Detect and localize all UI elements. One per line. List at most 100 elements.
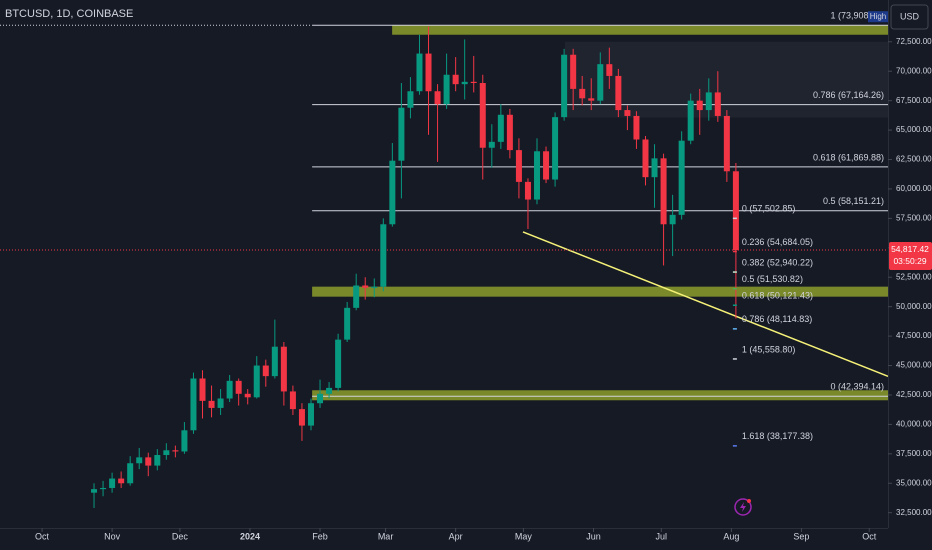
y-tick-label: 65,000.00: [896, 125, 932, 134]
x-tick-label: Mar: [378, 531, 394, 541]
candle-body: [362, 285, 369, 288]
candle-body: [271, 346, 278, 377]
x-tick-label: Apr: [449, 531, 463, 541]
event-dot[interactable]: [747, 499, 751, 503]
fib-level-label: 0.5 (51,530.82): [742, 274, 803, 284]
candle-body: [235, 380, 242, 394]
y-tick-label: 40,000.00: [896, 420, 932, 429]
candle-body: [534, 151, 541, 200]
y-tick-label: 42,500.00: [896, 390, 932, 399]
candle-body: [389, 160, 396, 225]
countdown: 03:50:29: [893, 256, 926, 266]
candle-body: [244, 393, 251, 398]
y-tick-label: 72,500.00: [896, 37, 932, 46]
candle-body: [307, 403, 314, 426]
candle-body: [506, 114, 513, 151]
candle-body: [561, 54, 568, 118]
candle-body: [100, 487, 107, 490]
last-price-box: [889, 241, 932, 270]
candle-body: [470, 81, 477, 83]
candle-body: [678, 140, 685, 215]
candle-body: [371, 286, 378, 288]
candle-body: [479, 82, 486, 148]
trendline: [522, 231, 889, 378]
candle-body: [461, 81, 468, 85]
y-tick-label: 37,500.00: [896, 449, 932, 458]
y-tick-label: 67,500.00: [896, 96, 932, 105]
fib-level-label: 0.236 (54,684.05): [742, 237, 813, 247]
candle-body: [425, 53, 432, 92]
candle-body: [705, 92, 712, 111]
x-tick-label: Dec: [172, 531, 189, 541]
candle-body: [606, 64, 613, 76]
candle-body: [696, 100, 703, 111]
candle-body: [434, 91, 441, 105]
candle-body: [127, 463, 134, 484]
candle-body: [660, 158, 667, 225]
candle-body: [416, 53, 423, 92]
candle-body: [443, 74, 450, 105]
candle-body: [118, 478, 125, 484]
candle-body: [642, 139, 649, 178]
candle-body: [615, 75, 622, 111]
candle-body: [687, 100, 694, 141]
fib-level-label: 0.618 (50,121.43): [742, 291, 813, 301]
x-tick-label: Oct: [35, 531, 50, 541]
candle-body: [651, 158, 658, 178]
y-tick-label: 52,500.00: [896, 272, 932, 281]
currency-box[interactable]: [890, 4, 929, 30]
candle-body: [452, 74, 459, 85]
candle-body: [163, 450, 170, 456]
candle-body: [524, 181, 531, 200]
fib-level-label: 0 (42,394.14): [830, 382, 884, 392]
event-bolt[interactable]: [740, 502, 746, 512]
candle-body: [344, 307, 351, 340]
candle-body: [633, 115, 640, 140]
x-tick-label: Jun: [586, 531, 601, 541]
candle-body: [335, 339, 342, 388]
event-icon[interactable]: [734, 498, 752, 516]
currency[interactable]: USD: [900, 11, 920, 21]
y-tick-label: 62,500.00: [896, 155, 932, 164]
candle-body: [253, 365, 260, 398]
fib-level-label: 1.618 (38,177.38): [742, 431, 813, 441]
x-tick-label: Aug: [723, 531, 739, 541]
candle-body: [597, 64, 604, 101]
y-tick-label: 70,000.00: [896, 66, 932, 75]
x-tick-label: Oct: [862, 531, 877, 541]
candle-body: [588, 98, 595, 101]
candle-body: [488, 141, 495, 148]
y-tick-label: 47,500.00: [896, 331, 932, 340]
candle-body: [353, 285, 360, 308]
candle-body: [515, 150, 522, 182]
fib-level-label: 0.618 (61,869.88): [813, 152, 884, 162]
symbol-title: BTCUSD, 1D, COINBASE: [5, 8, 133, 20]
candle-body: [172, 450, 179, 452]
candle-body: [326, 387, 333, 394]
candle-body: [298, 409, 305, 426]
candle-body: [398, 107, 405, 161]
high-tag-box: [868, 11, 888, 23]
x-tick-label: Jul: [656, 531, 668, 541]
x-tick-label: 2024: [240, 531, 260, 541]
candle-body: [181, 430, 188, 452]
candle-body: [579, 88, 586, 99]
x-tick-label: Nov: [104, 531, 121, 541]
candle-body: [217, 398, 224, 408]
fib-level-label: 0.382 (52,940.22): [742, 257, 813, 267]
high-tag: High: [870, 12, 886, 21]
y-tick-label: 60,000.00: [896, 184, 932, 193]
x-tick-label: May: [515, 531, 533, 541]
x-tick-label: Sep: [793, 531, 809, 541]
y-tick-label: 57,500.00: [896, 213, 932, 222]
candle-body: [154, 455, 161, 466]
fib-level-label: 0.786 (67,164.26): [813, 90, 884, 100]
candle-body: [380, 224, 387, 287]
candle-body: [497, 114, 504, 142]
candle-body: [552, 117, 559, 180]
fib-level-label: 1 (73,908.29): [830, 11, 884, 21]
price-zone: [565, 41, 888, 118]
candle-body: [570, 54, 577, 89]
